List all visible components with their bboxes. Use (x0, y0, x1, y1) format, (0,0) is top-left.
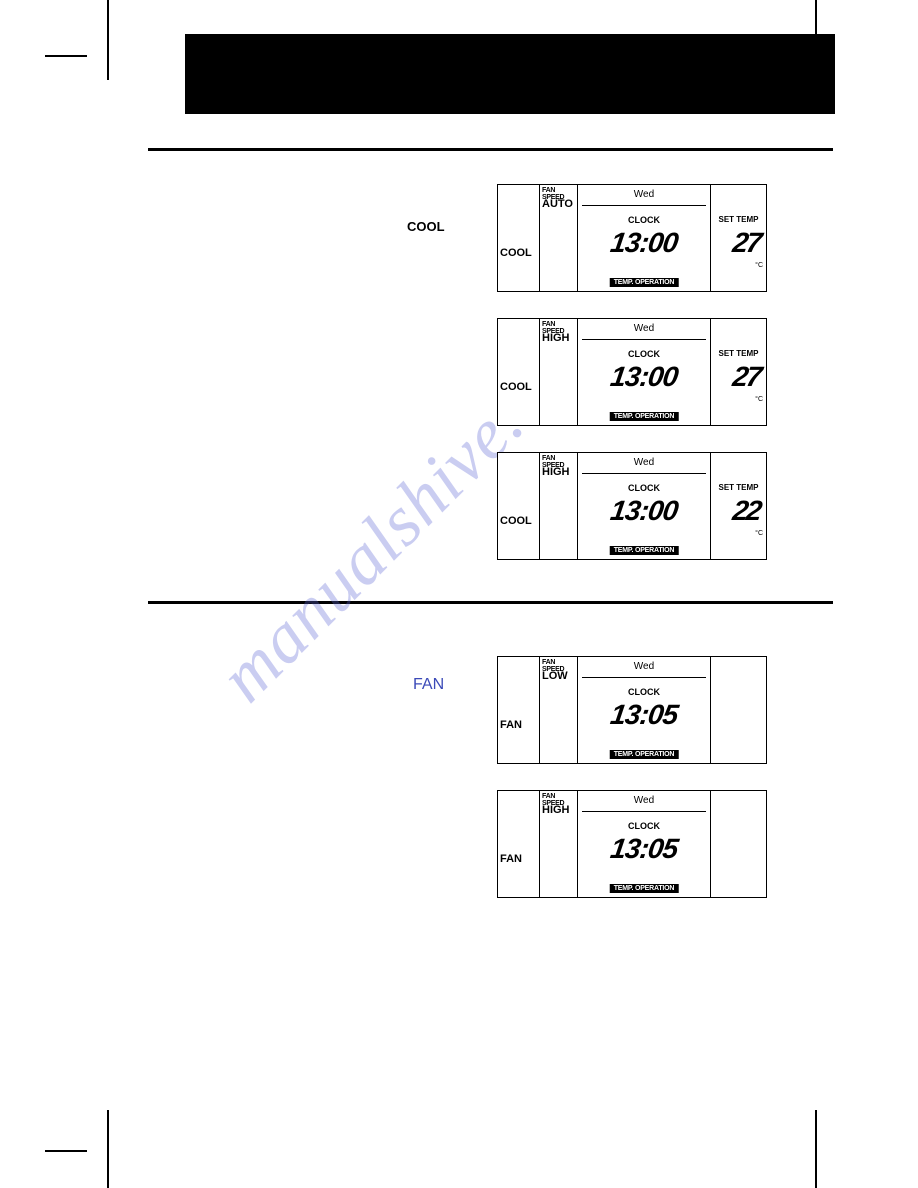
temp-unit: °C (755, 396, 763, 403)
day-label: Wed (578, 795, 710, 806)
section-divider (148, 148, 833, 151)
temp-unit: °C (755, 262, 763, 269)
mode-column: COOL (498, 319, 540, 425)
settemp-header: SET TEMP (711, 215, 766, 224)
day-label: Wed (578, 457, 710, 468)
mode-column: FAN (498, 791, 540, 897)
section-label-cool: COOL (407, 219, 445, 234)
mode-label: FAN (500, 719, 522, 731)
lcd-panel: COOL FAN SPEEDHIGHWed CLOCK 13:00 TEMP. OPER… (497, 318, 767, 426)
temp-column (710, 657, 766, 763)
lcd-panel: COOL FAN SPEEDAUTOWed CLOCK 13:00 TEMP. OPER… (497, 184, 767, 292)
temp-value: 22 (709, 495, 762, 527)
day-label: Wed (578, 323, 710, 334)
clock-label: CLOCK (578, 687, 710, 697)
clock-label: CLOCK (578, 483, 710, 493)
lcd-panel: FAN FAN SPEEDLOWWed CLOCK 13:05 TEMP. OPERAT… (497, 656, 767, 764)
header-blackbar (185, 34, 835, 114)
fan-column: FAN SPEEDHIGH (540, 319, 578, 425)
temp-operation-badge: TEMP. OPERATION (610, 278, 679, 287)
crop-mark (107, 1110, 109, 1188)
center-column: Wed CLOCK 13:00 TEMP. OPERATION (578, 319, 710, 425)
mode-label: FAN (500, 853, 522, 865)
clock-label: CLOCK (578, 349, 710, 359)
page: COOL FAN manualshive.com COOLFAN SPEEDAU… (0, 0, 918, 1188)
crop-mark (45, 55, 87, 57)
day-underline (582, 677, 706, 678)
center-column: Wed CLOCK 13:05 TEMP. OPERATION (578, 791, 710, 897)
fan-value: HIGH (542, 466, 570, 478)
crop-mark (815, 1110, 817, 1188)
clock-label: CLOCK (578, 215, 710, 225)
temp-operation-badge: TEMP. OPERATION (610, 884, 679, 893)
mode-column: FAN (498, 657, 540, 763)
clock-label: CLOCK (578, 821, 710, 831)
clock-value: 13:00 (576, 227, 712, 259)
temp-operation-badge: TEMP. OPERATION (610, 750, 679, 759)
settemp-header: SET TEMP (711, 349, 766, 358)
mode-column: COOL (498, 453, 540, 559)
mode-label: COOL (500, 381, 532, 393)
day-label: Wed (578, 661, 710, 672)
center-column: Wed CLOCK 13:00 TEMP. OPERATION (578, 185, 710, 291)
settemp-header: SET TEMP (711, 483, 766, 492)
fan-value: HIGH (542, 804, 570, 816)
temp-value: 27 (709, 361, 762, 393)
fan-value: HIGH (542, 332, 570, 344)
mode-label: COOL (500, 247, 532, 259)
clock-value: 13:05 (576, 833, 712, 865)
mode-label: COOL (500, 515, 532, 527)
fan-value: AUTO (542, 198, 573, 210)
temp-unit: °C (755, 530, 763, 537)
section-label-fan: FAN (413, 676, 444, 694)
fan-column: FAN SPEEDHIGH (540, 453, 578, 559)
day-underline (582, 473, 706, 474)
fan-column: FAN SPEEDAUTO (540, 185, 578, 291)
temp-value: 27 (709, 227, 762, 259)
fan-value: LOW (542, 670, 568, 682)
crop-mark (45, 1150, 87, 1152)
section-divider (148, 601, 833, 604)
fan-column: FAN SPEEDHIGH (540, 791, 578, 897)
temp-column: SET TEMP 27 °C (710, 319, 766, 425)
mode-column: COOL (498, 185, 540, 291)
center-column: Wed CLOCK 13:05 TEMP. OPERATION (578, 657, 710, 763)
lcd-panel: FAN FAN SPEEDHIGHWed CLOCK 13:05 TEMP. OPERA… (497, 790, 767, 898)
temp-column: SET TEMP 22 °C (710, 453, 766, 559)
center-column: Wed CLOCK 13:00 TEMP. OPERATION (578, 453, 710, 559)
lcd-panel: COOL FAN SPEEDHIGHWed CLOCK 13:00 TEMP. OPER… (497, 452, 767, 560)
temp-operation-badge: TEMP. OPERATION (610, 412, 679, 421)
day-underline (582, 339, 706, 340)
fan-column: FAN SPEEDLOW (540, 657, 578, 763)
temp-operation-badge: TEMP. OPERATION (610, 546, 679, 555)
day-label: Wed (578, 189, 710, 200)
clock-value: 13:00 (576, 495, 712, 527)
clock-value: 13:00 (576, 361, 712, 393)
temp-column: SET TEMP 27 °C (710, 185, 766, 291)
clock-value: 13:05 (576, 699, 712, 731)
day-underline (582, 205, 706, 206)
temp-column (710, 791, 766, 897)
crop-mark (107, 0, 109, 80)
day-underline (582, 811, 706, 812)
